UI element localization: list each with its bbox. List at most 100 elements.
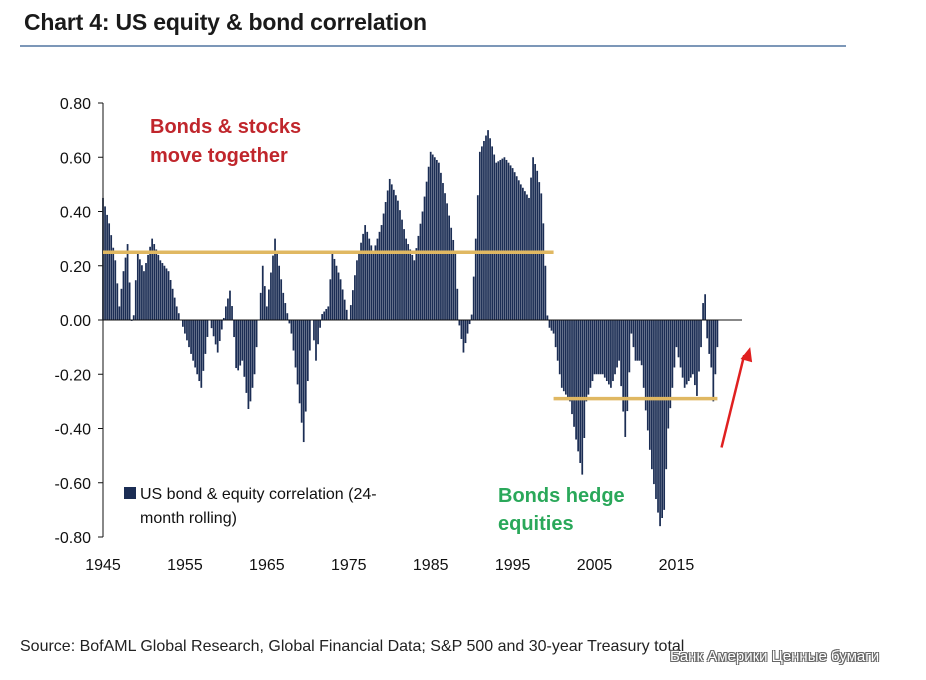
correlation-bar	[636, 320, 639, 361]
source-note: Source: BofAML Global Research, Global F…	[20, 638, 685, 655]
correlation-bar	[700, 320, 702, 348]
correlation-bar	[620, 320, 623, 387]
correlation-bar	[497, 161, 500, 320]
correlation-bar	[343, 299, 346, 320]
correlation-bar	[321, 314, 324, 320]
correlation-bar	[380, 225, 383, 320]
correlation-bar	[388, 178, 391, 320]
correlation-bar	[462, 320, 465, 353]
correlation-bar	[386, 190, 389, 320]
correlation-bar	[374, 245, 377, 320]
correlation-bar	[358, 251, 360, 320]
correlation-bar	[601, 320, 604, 375]
correlation-bar	[653, 320, 655, 485]
correlation-bar	[143, 271, 145, 320]
correlation-bar	[372, 252, 375, 320]
correlation-bar	[438, 162, 440, 320]
correlation-bar	[382, 213, 385, 320]
correlation-bar	[173, 297, 176, 320]
correlation-bar	[597, 320, 600, 375]
correlation-bar	[509, 165, 512, 320]
correlation-bar	[298, 320, 301, 404]
correlation-bars	[102, 130, 719, 527]
correlation-bar	[288, 320, 291, 324]
correlation-bar	[136, 253, 139, 320]
correlation-bar	[345, 309, 348, 320]
correlation-bar	[466, 320, 469, 334]
correlation-bar	[308, 320, 311, 351]
correlation-bar	[501, 158, 504, 320]
annotation-bonds-hedge-line1: Bonds hedge	[498, 485, 625, 507]
correlation-bar	[351, 290, 354, 320]
correlation-bar	[247, 320, 250, 410]
correlation-bar	[526, 194, 528, 320]
correlation-bar	[628, 320, 631, 373]
correlation-bar	[200, 320, 203, 388]
correlation-chart: 0.80 0.60 0.40 0.20 0.00 -0.20 -0.40 -0.60 -0.80…	[55, 96, 753, 574]
correlation-bar	[268, 289, 270, 320]
correlation-bar	[515, 176, 518, 320]
correlation-bar	[169, 279, 172, 320]
correlation-bar	[634, 320, 637, 361]
correlation-bar	[167, 271, 170, 320]
correlation-bar	[306, 320, 309, 382]
correlation-bar	[657, 320, 659, 513]
correlation-bar	[171, 288, 174, 320]
correlation-bar	[225, 306, 227, 320]
correlation-bar	[335, 265, 338, 320]
correlation-bar	[493, 154, 496, 320]
correlation-bar	[542, 223, 545, 320]
correlation-bar	[237, 320, 240, 371]
y-tick-label: -0.40	[55, 422, 92, 439]
correlation-bar	[546, 315, 549, 320]
correlation-bar	[313, 320, 315, 341]
correlation-bar	[476, 195, 479, 320]
correlation-bar	[165, 268, 168, 320]
correlation-bar	[255, 320, 258, 348]
correlation-bar	[646, 320, 649, 431]
correlation-bar	[644, 320, 647, 411]
correlation-bar	[503, 157, 506, 320]
correlation-bar	[392, 189, 395, 320]
correlation-bar	[481, 146, 483, 320]
correlation-bar	[499, 159, 502, 320]
correlation-bar	[206, 320, 209, 337]
correlation-bar	[554, 320, 557, 348]
correlation-bar	[253, 320, 256, 375]
correlation-bar	[612, 320, 614, 382]
correlation-bar	[648, 320, 651, 450]
correlation-bar	[444, 193, 446, 320]
correlation-bar	[327, 306, 330, 320]
correlation-bar	[550, 320, 553, 331]
correlation-bar	[671, 320, 674, 388]
correlation-bar	[679, 320, 682, 368]
correlation-bar	[616, 320, 618, 368]
correlation-bar	[147, 254, 149, 320]
correlation-bar	[370, 245, 373, 320]
chart-title: Chart 4: US equity & bond correlation	[24, 9, 427, 35]
x-tick-label: 2015	[659, 557, 695, 574]
watermark: Банк Америки Ценные бумаги	[670, 648, 880, 665]
correlation-bar	[349, 305, 352, 320]
correlation-bar	[233, 320, 235, 338]
correlation-bar	[405, 238, 407, 320]
correlation-bar	[528, 197, 530, 320]
arrow-head	[740, 347, 753, 363]
correlation-bar	[231, 306, 233, 320]
correlation-bar	[702, 303, 704, 320]
correlation-bar	[694, 320, 696, 386]
correlation-bar	[659, 320, 661, 527]
correlation-bar	[698, 320, 700, 372]
correlation-bar	[194, 320, 197, 368]
legend-swatch	[124, 487, 136, 499]
correlation-bar	[456, 288, 459, 320]
correlation-bar	[360, 242, 362, 320]
correlation-bar	[317, 320, 319, 345]
y-tick-label: -0.60	[55, 476, 92, 493]
correlation-bar	[532, 157, 534, 320]
correlation-bar	[138, 259, 141, 320]
correlation-bar	[640, 320, 643, 366]
y-axis-ticks: 0.80 0.60 0.40 0.20 0.00 -0.20 -0.40 -0.60 -0.80	[55, 96, 103, 547]
correlation-bar	[245, 320, 248, 393]
correlation-bar	[341, 289, 344, 320]
